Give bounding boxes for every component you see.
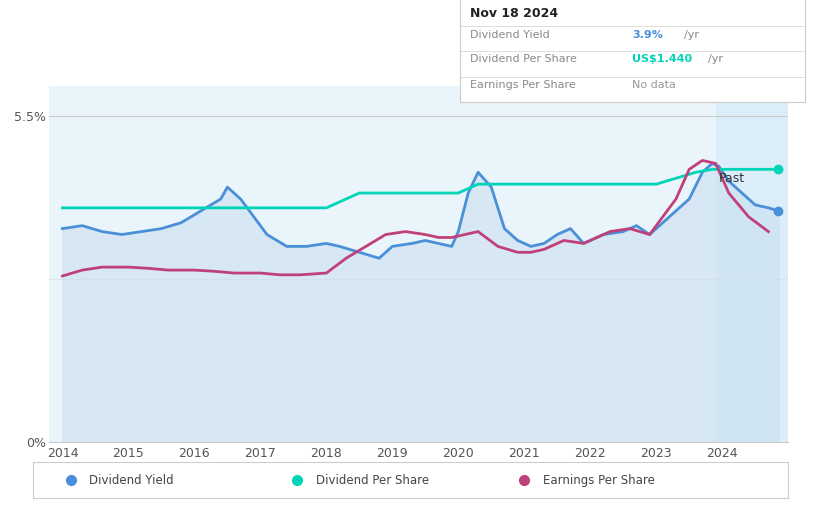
Text: Earnings Per Share: Earnings Per Share [470,80,576,90]
Text: Nov 18 2024: Nov 18 2024 [470,7,558,20]
Text: Dividend Per Share: Dividend Per Share [316,473,429,487]
Text: /yr: /yr [684,29,699,40]
Text: /yr: /yr [708,54,723,64]
Text: 3.9%: 3.9% [632,29,663,40]
Text: Past: Past [719,172,745,185]
Text: US$1.440: US$1.440 [632,54,692,64]
Text: Dividend Yield: Dividend Yield [470,29,550,40]
Text: Dividend Per Share: Dividend Per Share [470,54,577,64]
Text: No data: No data [632,80,676,90]
Text: Dividend Yield: Dividend Yield [89,473,174,487]
Bar [716,86,788,442]
Text: Earnings Per Share: Earnings Per Share [543,473,654,487]
